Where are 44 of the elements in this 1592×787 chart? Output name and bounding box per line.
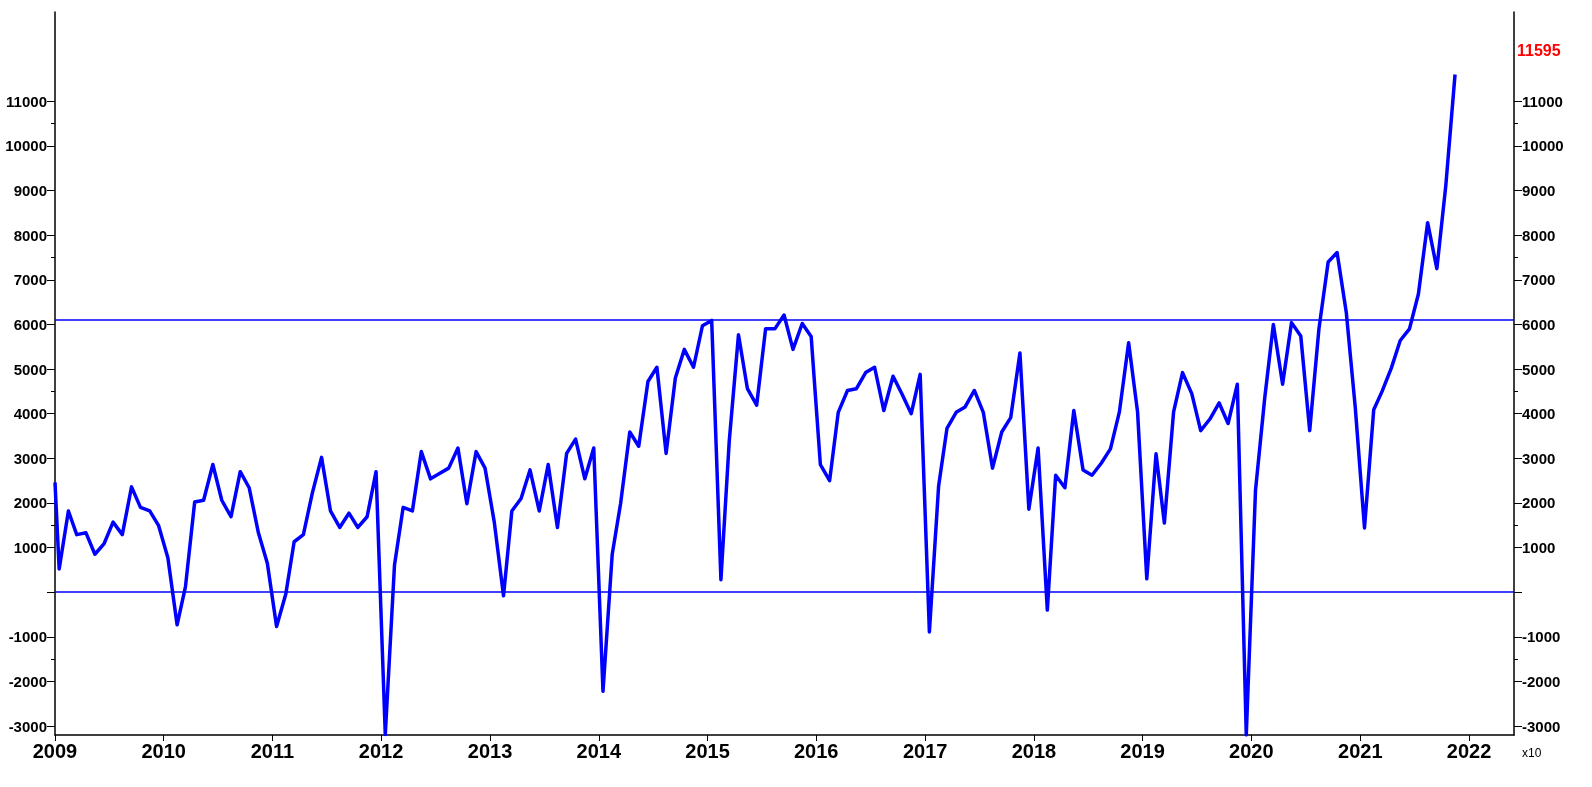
y2-tick-label: 8000 xyxy=(1522,226,1556,244)
x-tick-label: 2018 xyxy=(1011,740,1057,762)
y-tick-label: 4000 xyxy=(13,405,47,423)
y2-tick-label: -1000 xyxy=(1522,628,1561,646)
y-tick-label: 7000 xyxy=(13,271,47,289)
x-tick-label: 2019 xyxy=(1120,740,1165,762)
text: 11595 xyxy=(1517,41,1561,59)
x-tick-label: 2009 xyxy=(32,740,78,762)
y2-tick-label: -3000 xyxy=(1522,717,1561,735)
x-tick-label: 2012 xyxy=(358,740,404,762)
x-tick-label: 2022 xyxy=(1446,740,1492,762)
y2-tick-label: 2000 xyxy=(1522,494,1556,512)
y-tick-label: 11000 xyxy=(6,92,47,110)
y2-tick-label: 5000 xyxy=(1522,360,1556,378)
x-tick-label: 2013 xyxy=(467,740,513,762)
x-tick-label: 2015 xyxy=(685,740,730,762)
y2-tick-label: 6000 xyxy=(1522,315,1556,333)
y2-tick-label: 7000 xyxy=(1522,271,1556,289)
y-tick-label: 1000 xyxy=(13,539,47,557)
x-tick-label: 2014 xyxy=(576,740,622,762)
y2-tick-label: 3000 xyxy=(1522,449,1556,467)
x-tick-label: 2010 xyxy=(141,740,186,762)
y-tick-label: 9000 xyxy=(13,182,47,200)
y-tick-label: 3000 xyxy=(13,449,47,467)
y-tick-label: 8000 xyxy=(13,226,47,244)
x-tick-label: 2020 xyxy=(1229,740,1274,762)
y2-tick-label: -2000 xyxy=(1522,672,1561,690)
y-tick-label: 5000 xyxy=(13,360,47,378)
y-tick-label: -3000 xyxy=(8,717,47,735)
y-tick-label: -2000 xyxy=(8,672,47,690)
y-tick-label: -1000 xyxy=(8,628,47,646)
text: x10 xyxy=(1522,746,1542,760)
y2-tick-label: 10000 xyxy=(1522,137,1564,155)
x-tick-label: 2017 xyxy=(902,740,948,762)
y-tick-label: 10000 xyxy=(5,137,47,155)
x-tick-label: 2011 xyxy=(250,740,295,762)
y2-tick-label: 9000 xyxy=(1522,182,1556,200)
y2-tick-label: 4000 xyxy=(1522,405,1556,423)
y2-tick-label: 11000 xyxy=(1522,92,1563,110)
y-tick-label: 2000 xyxy=(13,494,47,512)
x-tick-label: 2021 xyxy=(1338,740,1383,762)
x-tick-label: 2016 xyxy=(793,740,839,762)
y2-tick-label: 1000 xyxy=(1522,539,1556,557)
y-tick-label: 6000 xyxy=(13,315,47,333)
